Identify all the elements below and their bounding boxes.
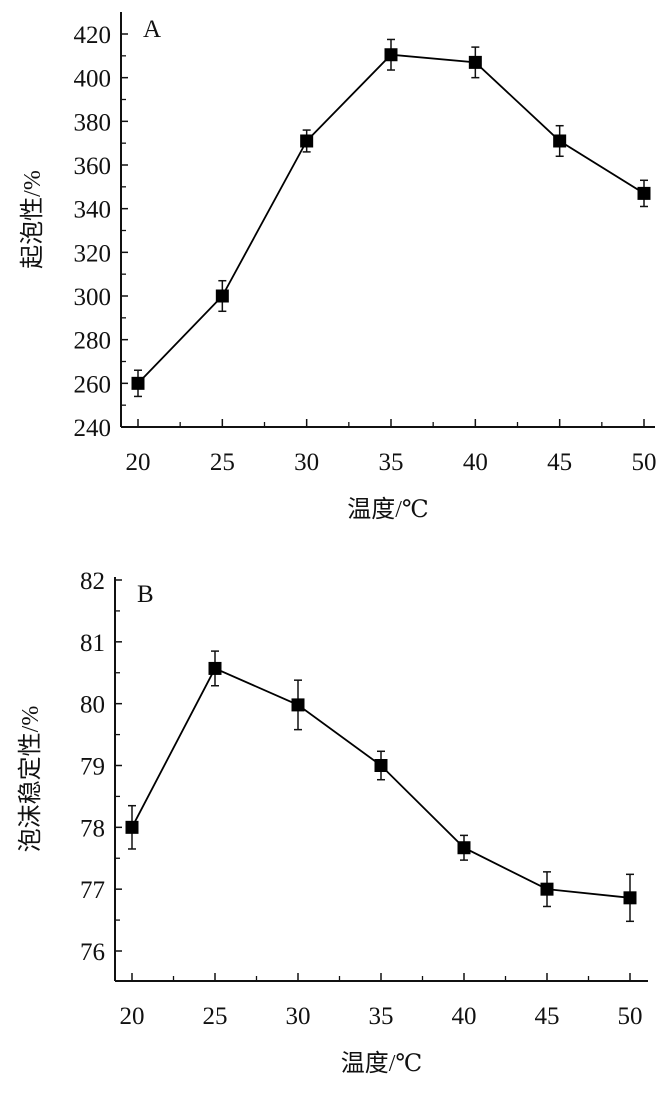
x-tick-label: 25 <box>203 1003 228 1030</box>
y-tick-label: 420 <box>74 22 112 49</box>
y-tick-label: 300 <box>74 284 112 311</box>
y-tick-label: 320 <box>74 240 112 267</box>
y-tick-label: 82 <box>80 568 105 595</box>
data-point-marker <box>553 134 567 148</box>
y-axis-label: 泡沫稳定性/% <box>17 706 44 853</box>
data-point-marker <box>468 55 482 69</box>
y-tick-label: 400 <box>74 66 112 93</box>
chart-b-foam-stability: 76 77 78 79 80 81 82 20 25 30 35 40 45 50 温度/℃ 泡沫稳定性/% B <box>17 568 648 1077</box>
data-point-marker <box>540 882 554 896</box>
x-tick-label: 35 <box>379 449 404 476</box>
x-tick-label: 50 <box>632 449 657 476</box>
x-tick-label: 20 <box>126 449 151 476</box>
x-tick-label: 50 <box>618 1003 643 1030</box>
x-tick-label: 40 <box>463 449 488 476</box>
x-tick-label: 30 <box>294 449 319 476</box>
data-point-marker <box>637 186 651 200</box>
panel-label: B <box>137 581 154 608</box>
x-tick-label: 45 <box>547 449 572 476</box>
y-tick-label: 340 <box>74 197 112 224</box>
x-tick-label: 25 <box>210 449 235 476</box>
data-point-marker <box>374 759 388 772</box>
data-point-marker <box>291 698 305 712</box>
data-point-marker <box>125 820 139 834</box>
y-tick-label: 280 <box>74 328 112 355</box>
y-tick-label: 260 <box>74 371 112 398</box>
series-line <box>131 667 631 899</box>
data-point-marker <box>300 134 314 148</box>
y-tick-label: 77 <box>80 877 105 904</box>
y-tick-label: 78 <box>80 815 105 842</box>
x-axis-label: 温度/℃ <box>341 1050 423 1077</box>
x-tick-label: 35 <box>369 1003 394 1030</box>
data-point-marker <box>131 376 145 390</box>
data-point-marker <box>457 841 471 855</box>
y-tick-label: 380 <box>74 109 112 136</box>
data-point-marker <box>384 48 398 62</box>
data-point-marker <box>215 289 229 303</box>
y-tick-label: 360 <box>74 153 112 180</box>
y-tick-label: 240 <box>74 415 112 442</box>
panel-label: A <box>143 16 161 43</box>
y-axis-label: 起泡性/% <box>19 170 46 269</box>
x-tick-label: 30 <box>286 1003 311 1030</box>
data-point-marker <box>623 891 637 905</box>
y-tick-label: 79 <box>80 754 105 781</box>
y-tick-label: 80 <box>80 692 105 719</box>
x-tick-label: 40 <box>452 1003 477 1030</box>
x-axis-label: 温度/℃ <box>347 496 429 523</box>
x-tick-label: 20 <box>120 1003 145 1030</box>
y-tick-label: 76 <box>80 939 105 966</box>
series-line <box>137 53 645 384</box>
y-tick-label: 81 <box>80 630 105 657</box>
chart-a-foaming-capacity: 240 260 280 300 320 340 360 380 400 420 20 25 30 35 40… <box>19 12 657 523</box>
x-tick-label: 45 <box>535 1003 560 1030</box>
data-point-marker <box>208 661 222 675</box>
